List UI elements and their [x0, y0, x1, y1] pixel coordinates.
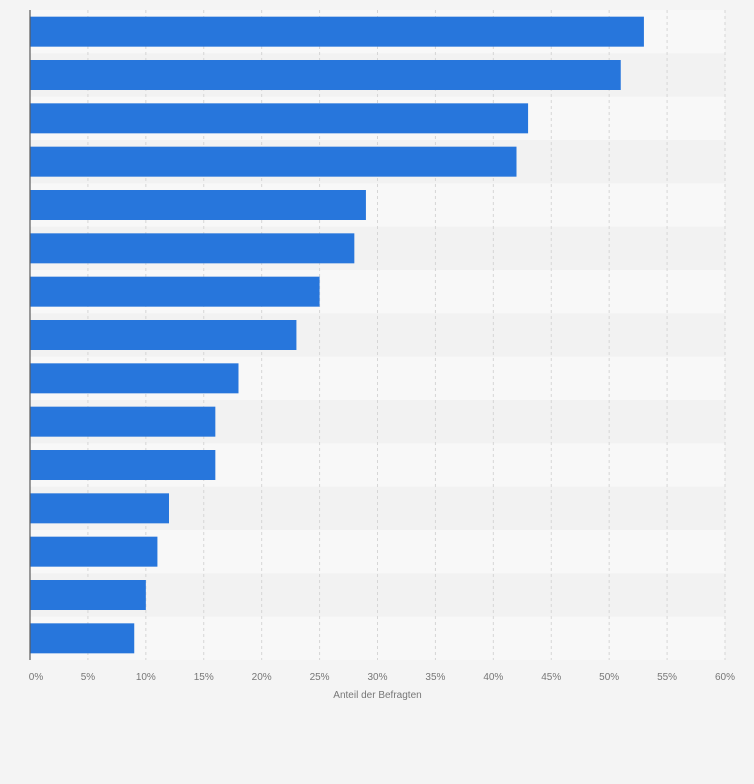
- bar: [30, 233, 355, 264]
- bar: [30, 450, 216, 480]
- x-tick-labels: 0% 5% 10% 15% 20% 25% 30% 35% 40% 45% 50% 55% 60%: [29, 672, 735, 683]
- bar: [30, 406, 216, 437]
- x-tick-label: 15%: [194, 672, 214, 683]
- bar: [30, 536, 158, 567]
- x-tick-label: 0%: [29, 672, 44, 683]
- x-axis-label: Anteil der Befragten: [333, 690, 421, 701]
- bar: [30, 580, 146, 610]
- bar: [30, 363, 239, 394]
- bar: [30, 60, 621, 90]
- bar: [30, 493, 169, 524]
- bar: [30, 146, 517, 177]
- x-tick-label: 50%: [599, 672, 619, 683]
- bar: [30, 623, 135, 654]
- bar: [30, 320, 297, 350]
- bar: [30, 276, 320, 307]
- x-tick-label: 25%: [310, 672, 330, 683]
- bar: [30, 16, 644, 47]
- bar: [30, 103, 529, 134]
- x-tick-label: 60%: [715, 672, 735, 683]
- x-tick-label: 5%: [81, 672, 96, 683]
- x-tick-label: 20%: [252, 672, 272, 683]
- x-tick-label: 10%: [136, 672, 156, 683]
- x-tick-label: 35%: [425, 672, 445, 683]
- x-tick-label: 40%: [483, 672, 503, 683]
- x-tick-label: 30%: [367, 672, 387, 683]
- x-tick-label: 55%: [657, 672, 677, 683]
- x-tick-label: 45%: [541, 672, 561, 683]
- bar: [30, 190, 366, 220]
- bars: [30, 16, 644, 654]
